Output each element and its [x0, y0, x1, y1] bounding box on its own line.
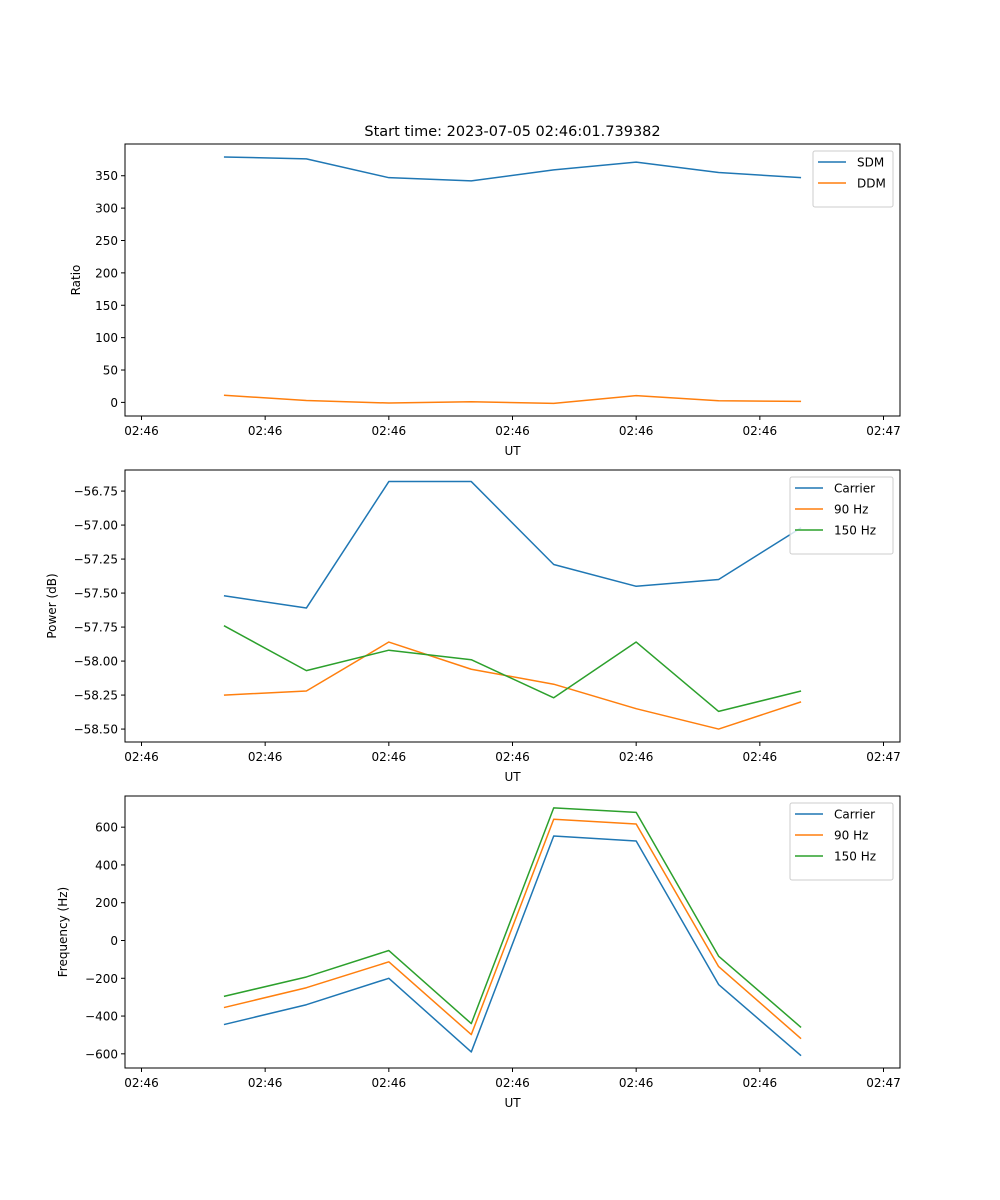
legend: Carrier 90 Hz 150 Hz [789, 802, 894, 881]
y-tick-label: −58.25 [74, 689, 118, 703]
legend-label: Carrier [834, 808, 875, 822]
x-tick-label: 02:46 [619, 750, 654, 764]
x-tick-label: 02:46 [372, 1076, 407, 1090]
legend-label: 150 Hz [834, 524, 876, 538]
y-tick-label: −600 [85, 1047, 118, 1061]
x-axis-label: UT [504, 770, 521, 784]
x-tick-label: 02:47 [866, 750, 901, 764]
y-tick-label: 0 [110, 934, 118, 948]
y-tick-label: 400 [95, 858, 118, 872]
y-tick-label: −400 [85, 1010, 118, 1024]
legend: Carrier 90 Hz 150 Hz [789, 476, 894, 555]
y-tick-label: 200 [95, 896, 118, 910]
legend-box [789, 476, 894, 555]
y-tick-label: −57.25 [74, 553, 118, 567]
legend-label: 90 Hz [834, 829, 868, 843]
x-axis-label: UT [504, 1096, 521, 1110]
y-axis-label: Ratio [69, 265, 83, 296]
frequency-panel: 02:46 02:46 02:46 02:46 02:46 02:46 02:47 UT −60… [56, 795, 901, 1110]
series-line-carrier [223, 835, 802, 1057]
x-axis-label: UT [504, 444, 521, 458]
axes-frame [124, 795, 901, 1069]
legend-label: Carrier [834, 482, 875, 496]
y-tick-label: −56.75 [74, 485, 118, 499]
figure-title: Start time: 2023-07-05 02:46:01.739382 [364, 124, 660, 140]
legend-label: SDM [857, 156, 884, 170]
legend-label: 90 Hz [834, 503, 868, 517]
x-tick-label: 02:47 [866, 424, 901, 438]
y-axis-label: Frequency (Hz) [56, 887, 70, 978]
x-tick-label: 02:47 [866, 1076, 901, 1090]
series-line-sdm [223, 156, 802, 182]
x-tick-label: 02:46 [495, 424, 530, 438]
legend-box [789, 802, 894, 881]
x-tick-label: 02:46 [619, 424, 654, 438]
series-line-ddm [223, 394, 802, 405]
axes-frame [124, 143, 901, 417]
y-tick-label: −57.75 [74, 621, 118, 635]
y-tick-label: −58.50 [74, 723, 118, 737]
y-tick-label: −57.00 [74, 519, 118, 533]
x-tick-label: 02:46 [124, 424, 159, 438]
axes-frame [124, 469, 901, 743]
x-tick-label: 02:46 [124, 750, 159, 764]
y-tick-label: 200 [95, 266, 118, 280]
x-tick-label: 02:46 [372, 750, 407, 764]
legend-label: 150 Hz [834, 850, 876, 864]
x-tick-label: 02:46 [248, 750, 283, 764]
series-line-150-hz [223, 625, 802, 713]
legend: SDM DDM [812, 150, 894, 208]
power-panel: 02:46 02:46 02:46 02:46 02:46 02:46 02:47 UT −58… [45, 469, 901, 784]
x-tick-label: 02:46 [495, 1076, 530, 1090]
x-tick-label: 02:46 [743, 424, 778, 438]
x-tick-label: 02:46 [248, 1076, 283, 1090]
x-tick-label: 02:46 [743, 1076, 778, 1090]
y-tick-label: 250 [95, 234, 118, 248]
y-tick-label: 150 [95, 299, 118, 313]
y-tick-label: 100 [95, 331, 118, 345]
x-tick-label: 02:46 [495, 750, 530, 764]
series-line-carrier [223, 480, 802, 609]
ratio-panel: 02:46 02:46 02:46 02:46 02:46 02:46 02:47 UT 0 50… [69, 143, 901, 458]
y-tick-label: 50 [103, 364, 118, 378]
series-line-90-hz [223, 641, 802, 730]
y-tick-label: −58.00 [74, 655, 118, 669]
x-tick-label: 02:46 [619, 1076, 654, 1090]
legend-label: DDM [857, 177, 886, 191]
y-tick-label: 350 [95, 169, 118, 183]
y-tick-label: −200 [85, 972, 118, 986]
x-tick-label: 02:46 [743, 750, 778, 764]
series-line-150-hz [223, 807, 802, 1028]
x-tick-label: 02:46 [372, 424, 407, 438]
x-tick-label: 02:46 [248, 424, 283, 438]
legend-box [812, 150, 894, 208]
y-tick-label: 300 [95, 202, 118, 216]
series-line-90-hz [223, 818, 802, 1040]
y-tick-label: −57.50 [74, 587, 118, 601]
y-axis-label: Power (dB) [45, 573, 59, 638]
y-tick-label: 600 [95, 821, 118, 835]
x-tick-label: 02:46 [124, 1076, 159, 1090]
y-tick-label: 0 [110, 396, 118, 410]
